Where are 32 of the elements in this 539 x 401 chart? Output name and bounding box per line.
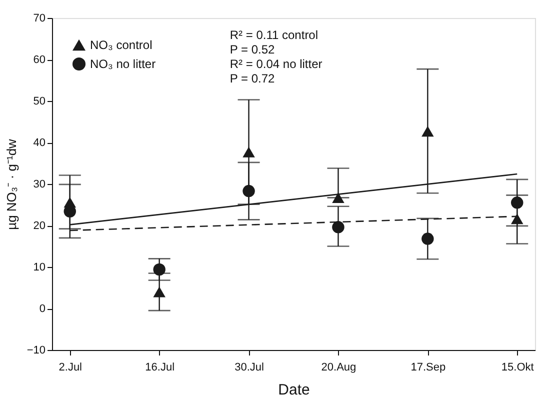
- annotation: P = 0.52: [230, 42, 276, 56]
- point: [153, 263, 166, 276]
- y-tick-label: 50: [33, 96, 46, 108]
- annotation: R² = 0.11 control: [230, 28, 318, 42]
- y-tick-label: 0: [39, 303, 46, 315]
- annotation: R² = 0.04 no litter: [230, 57, 322, 71]
- x-tick-label: 20.Aug: [321, 362, 356, 374]
- y-tick-label: −10: [26, 344, 46, 356]
- y-tick-label: 20: [33, 220, 46, 232]
- point: [422, 126, 434, 137]
- point: [510, 196, 524, 209]
- legend-label: NO₃ control: [90, 38, 152, 52]
- point: [422, 232, 434, 245]
- y-tick-label: 70: [33, 12, 46, 24]
- annotation: P = 0.72: [230, 72, 276, 86]
- x-tick-label: 15.Okt: [501, 362, 534, 374]
- x-tick-label: 30.Jul: [234, 362, 264, 374]
- y-axis-title: µg NO₃⁻ · g⁻¹dw: [4, 138, 19, 230]
- y-tick-label: 60: [33, 54, 46, 66]
- point: [332, 221, 344, 234]
- y-tick-label: 30: [33, 178, 46, 190]
- y-tick-label: 40: [33, 137, 46, 149]
- x-tick-label: 17.Sep: [410, 362, 446, 374]
- x-tick-label: 2.Jul: [58, 362, 82, 374]
- y-tick-label: 10: [33, 262, 46, 274]
- point: [332, 192, 344, 203]
- x-tick-label: 16.Jul: [145, 362, 175, 374]
- legend-label: NO₃ no litter: [90, 57, 156, 71]
- point: [242, 146, 255, 158]
- point: [153, 286, 166, 298]
- x-axis-title: Date: [278, 382, 310, 398]
- point: [242, 184, 255, 198]
